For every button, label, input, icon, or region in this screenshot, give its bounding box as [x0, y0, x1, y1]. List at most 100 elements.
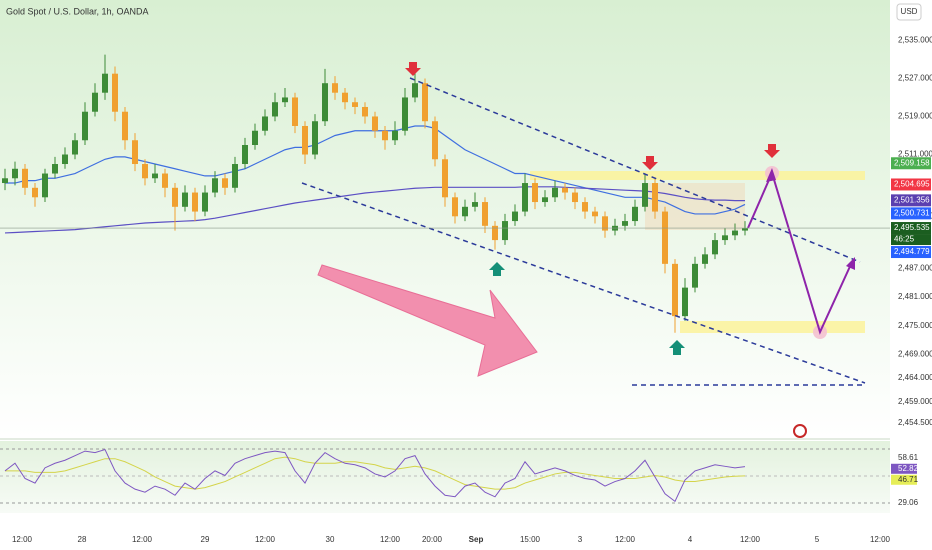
candle-body: [192, 192, 198, 212]
candle-body: [372, 116, 378, 131]
y-tick-label: 2,487.000: [898, 264, 932, 273]
y-tick-label: 2,527.000: [898, 74, 932, 83]
candle-body: [132, 140, 138, 165]
candle-body: [412, 83, 418, 98]
candle-body: [252, 130, 258, 145]
y-tick-label: 2,535.000: [898, 36, 932, 45]
candle-body: [422, 83, 428, 122]
direction-arrow: [317, 264, 538, 377]
y-tick-label: 2,519.000: [898, 112, 932, 121]
candle-body: [112, 73, 118, 112]
candle-body: [632, 206, 638, 222]
x-tick-label: 12:00: [12, 535, 33, 544]
support-zone: [680, 321, 865, 333]
event-icon: [793, 424, 807, 438]
x-tick-label: 12:00: [255, 535, 276, 544]
candle-body: [82, 111, 88, 141]
y-tick-label: 2,464.000: [898, 373, 932, 382]
candle-body: [592, 211, 598, 217]
y-tick-label: 2,459.000: [898, 397, 932, 406]
price-axis: [890, 0, 932, 550]
candle-body: [152, 173, 158, 179]
candle-body: [452, 197, 458, 217]
candle-body: [32, 187, 38, 198]
candle-body: [102, 73, 108, 93]
candle-body: [242, 145, 248, 165]
channel-bottom: [301, 182, 866, 384]
candle-body: [162, 173, 168, 188]
candle-body: [712, 240, 718, 255]
sell-arrow: [642, 156, 658, 170]
price-chip-label: 2,501.356: [894, 195, 930, 204]
candle-body: [602, 216, 608, 231]
candle-body: [22, 168, 28, 188]
candle-body: [42, 173, 48, 198]
candle-body: [272, 102, 278, 117]
candle-body: [552, 187, 558, 198]
buy-arrow: [669, 340, 685, 355]
candle-body: [322, 83, 328, 122]
candle-body: [492, 225, 498, 241]
rsi-label: 29.06: [898, 498, 919, 507]
rsi-label: 58.61: [898, 453, 919, 462]
candle-body: [652, 183, 658, 212]
x-tick-label: 5: [815, 535, 820, 544]
y-tick-label: 2,481.000: [898, 292, 932, 301]
candle-body: [212, 178, 218, 193]
y-tick-label: 2,469.000: [898, 349, 932, 358]
x-tick-label: 4: [688, 535, 693, 544]
y-tick-label: 2,475.000: [898, 321, 932, 330]
candle-body: [352, 102, 358, 107]
y-tick-label: 2,454.500: [898, 418, 932, 427]
candle-body: [302, 125, 308, 155]
candle-body: [522, 183, 528, 212]
price-chip: [891, 246, 931, 259]
currency: USD: [901, 7, 918, 16]
candle-body: [92, 92, 98, 112]
candle-body: [402, 97, 408, 131]
projection-path: [747, 170, 853, 335]
candle-body: [722, 235, 728, 241]
countdown-chip: [891, 234, 931, 246]
price-chip: [891, 178, 931, 191]
countdown: 46:25: [894, 235, 915, 244]
chart-title: Gold Spot / U.S. Dollar, 1h, OANDA: [6, 6, 149, 16]
candle-body: [172, 187, 178, 207]
indicator-line: [5, 456, 746, 490]
projection-head: [766, 168, 776, 182]
candle-body: [142, 164, 148, 179]
candle-body: [312, 121, 318, 155]
candle-body: [572, 192, 578, 203]
x-tick-label: 12:00: [132, 535, 153, 544]
candle-body: [472, 202, 478, 207]
candle-body: [182, 192, 188, 207]
currency-box: [896, 3, 922, 21]
x-tick-label: 12:00: [380, 535, 401, 544]
price-chip: [891, 157, 931, 170]
candle-body: [62, 154, 68, 165]
candle-body: [12, 168, 18, 179]
buy-arrow: [489, 262, 505, 276]
candle-body: [542, 197, 548, 203]
price-chip-label: 2,495.535: [894, 223, 930, 232]
candle-body: [362, 106, 368, 117]
candle-body: [562, 187, 568, 193]
candle-body: [52, 164, 58, 174]
candle-body: [392, 130, 398, 141]
x-tick-label: 15:00: [520, 535, 541, 544]
candle-body: [732, 230, 738, 236]
candle-body: [502, 221, 508, 241]
rsi-chip: [891, 463, 917, 474]
candle-body: [342, 92, 348, 103]
price-chip: [891, 207, 931, 220]
price-chip-label: 2,509.158: [894, 158, 930, 167]
candle-body: [672, 263, 678, 317]
candle-body: [292, 97, 298, 126]
price-chip-label: 2,500.731: [894, 208, 930, 217]
projection-head: [846, 257, 855, 270]
indicator-line: [4, 186, 745, 234]
candle-body: [512, 211, 518, 222]
candle-body: [702, 254, 708, 264]
rsi-label: 52.82: [898, 464, 919, 473]
